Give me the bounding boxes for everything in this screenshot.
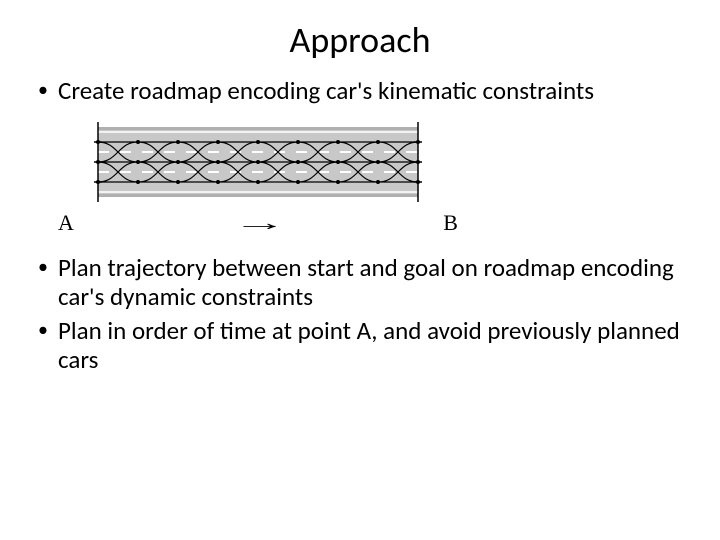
bullet-2: Plan trajectory between start and goal o… [30, 254, 690, 312]
label-a: A [58, 210, 74, 236]
slide-title: Approach [30, 18, 690, 62]
roadmap-figure: A → B [58, 120, 458, 236]
bullet-1: Create roadmap encoding car's kinematic … [30, 77, 690, 106]
label-b: B [443, 210, 458, 236]
bullet-3: Plan in order of time at point A, and av… [30, 317, 690, 375]
figure-labels-row: A → B [58, 210, 458, 236]
roadmap-svg [58, 120, 458, 204]
arrow-icon: → [232, 210, 285, 236]
